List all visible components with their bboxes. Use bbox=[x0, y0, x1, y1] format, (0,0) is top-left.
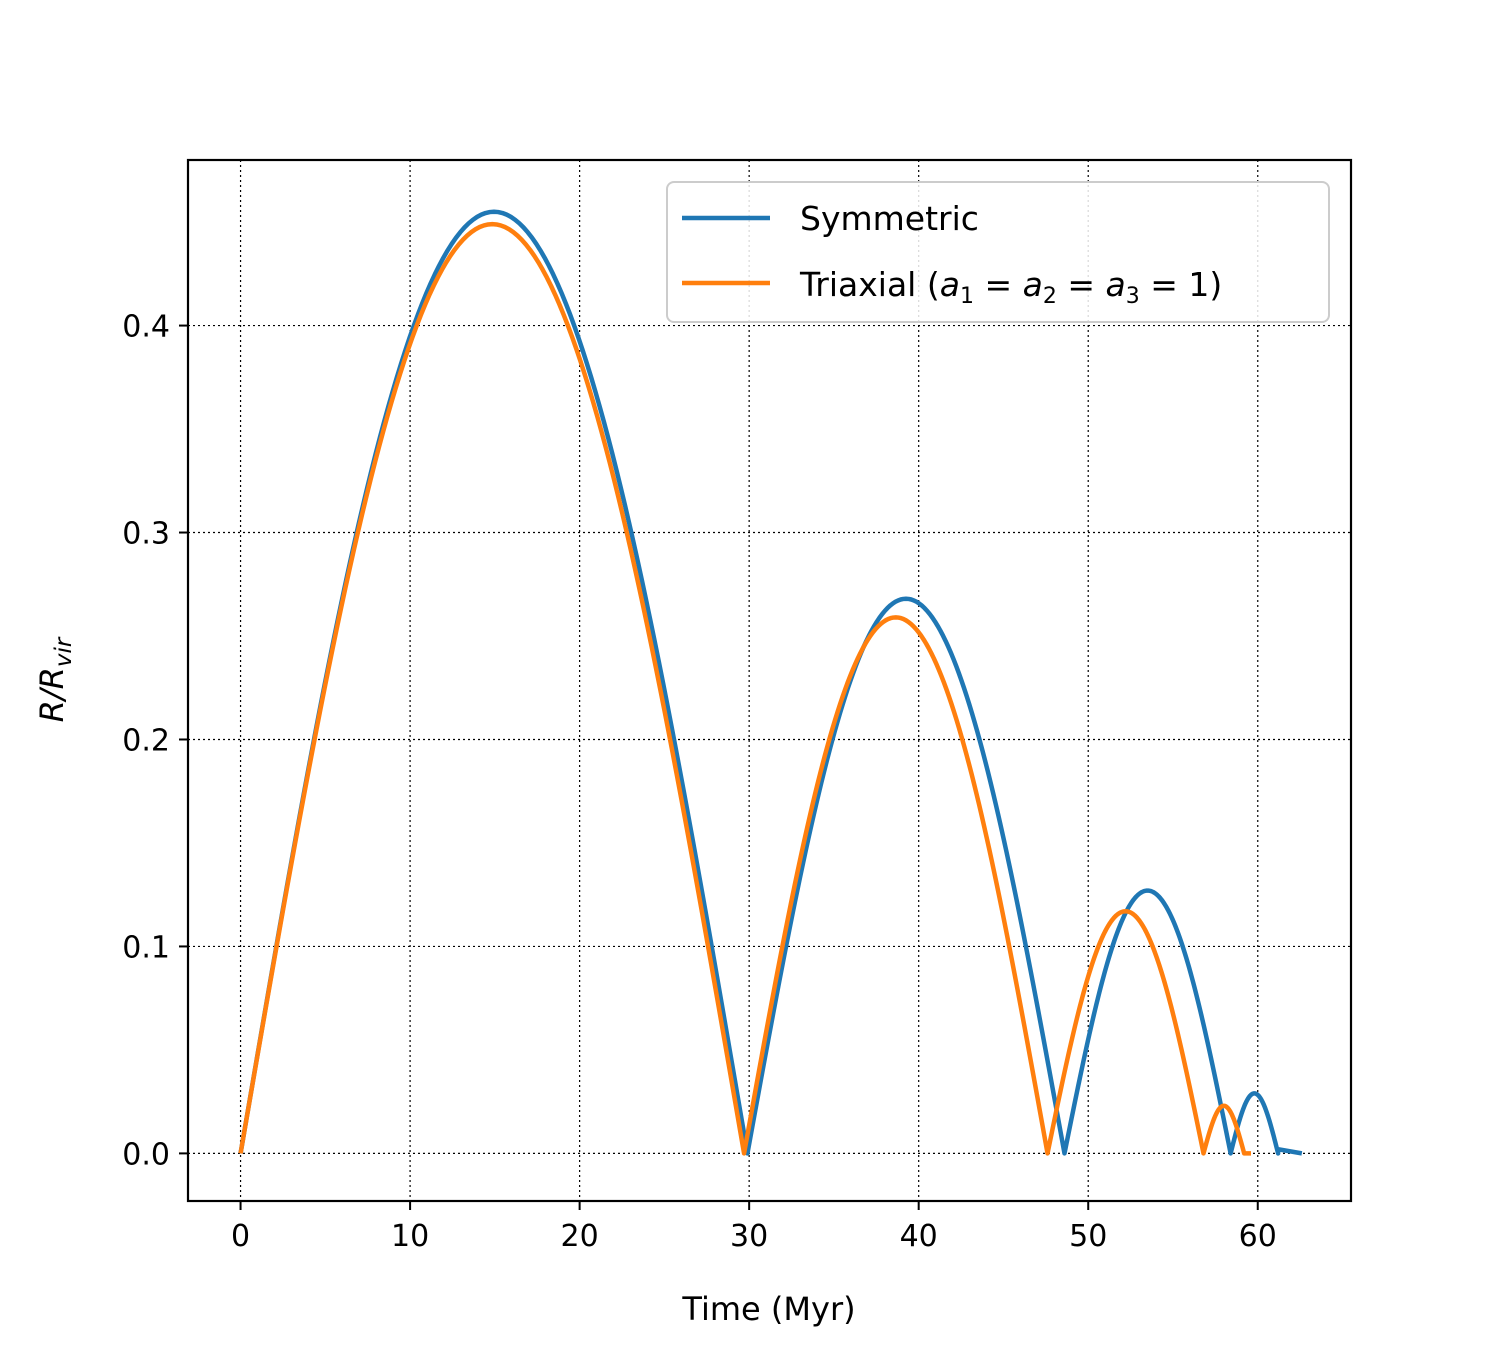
grid bbox=[188, 160, 1351, 1201]
plot-frame bbox=[186, 158, 1353, 1203]
x-tick-label: 20 bbox=[561, 1219, 599, 1254]
x-tick-label: 10 bbox=[391, 1219, 429, 1254]
x-tick-label: 50 bbox=[1069, 1219, 1107, 1254]
legend: Symmetric Triaxial (a1 = a2 = a3 = 1) bbox=[666, 181, 1330, 323]
triaxial-line bbox=[238, 221, 1251, 1156]
x-tick-label: 30 bbox=[730, 1219, 768, 1254]
y-axis-label: R/Rvir bbox=[33, 636, 77, 722]
legend-label-triaxial: Triaxial (a1 = a2 = a3 = 1) bbox=[799, 265, 1222, 309]
legend-box bbox=[666, 181, 1330, 323]
legend-label-symmetric: Symmetric bbox=[800, 199, 979, 238]
x-tick-label: 0 bbox=[231, 1219, 250, 1254]
symmetric-line bbox=[238, 209, 1303, 1156]
x-tick-label: 40 bbox=[900, 1219, 938, 1254]
y-tick-label: 0.3 bbox=[122, 517, 170, 552]
x-tick-label: 60 bbox=[1239, 1219, 1277, 1254]
ticks: 0 10 20 30 40 50 60 0.0 0.1 0.2 0.3 0.4 bbox=[122, 310, 1277, 1254]
y-tick-label: 0.2 bbox=[122, 723, 170, 758]
series-lines bbox=[238, 209, 1303, 1156]
y-tick-label: 0.4 bbox=[122, 310, 170, 345]
x-axis-label: Time (Myr) bbox=[681, 1290, 855, 1328]
y-tick-label: 0.0 bbox=[122, 1137, 170, 1172]
y-tick-label: 0.1 bbox=[122, 930, 170, 965]
